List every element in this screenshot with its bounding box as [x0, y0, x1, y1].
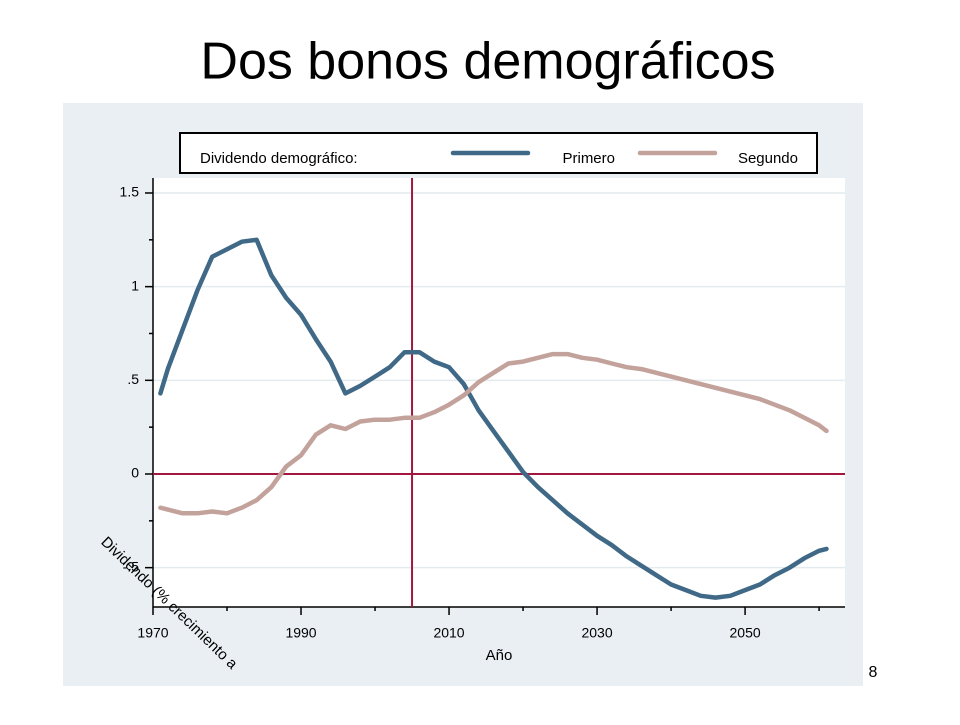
slide-title: Dos bonos demográficos: [200, 33, 775, 91]
y-tick-label: 1: [131, 277, 139, 293]
y-tick-label: .5: [127, 371, 139, 387]
y-tick-label: 1.5: [120, 184, 140, 200]
legend-label: Primero: [562, 150, 615, 167]
y-tick-label: -.5: [123, 558, 140, 574]
x-tick-label: 2050: [730, 625, 761, 641]
series-line: [158, 351, 829, 516]
x-tick-label: 1970: [137, 625, 168, 641]
page-number: 8: [869, 664, 878, 681]
x-axis-label: Año: [486, 647, 513, 664]
x-tick-label: 1990: [285, 625, 316, 641]
x-tick-label: 2010: [433, 625, 464, 641]
y-tick-label: 0: [131, 465, 139, 481]
legend-title: Dividendo demográfico:: [200, 150, 358, 167]
series-line: [158, 237, 829, 600]
x-tick-label: 2030: [581, 625, 612, 641]
legend-label: Segundo: [738, 150, 798, 167]
